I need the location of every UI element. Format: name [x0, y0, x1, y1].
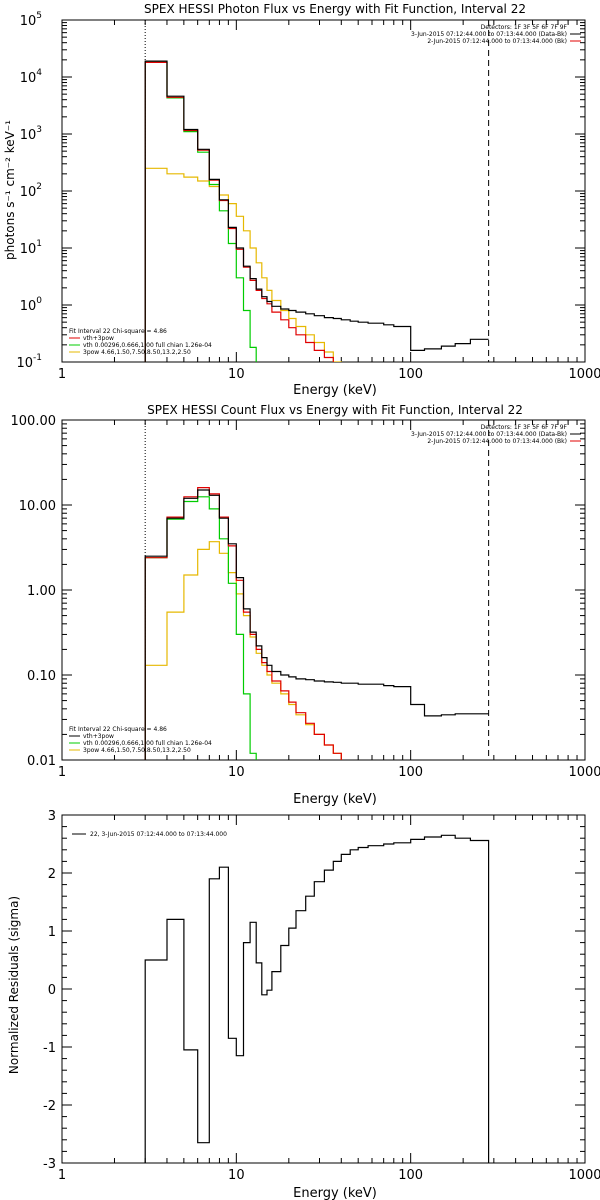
y-tick-label: 3: [48, 809, 56, 824]
y-tick-label: 100.00: [11, 414, 57, 429]
residuals-panel: Normalized Residuals (sigma) Energy (keV…: [7, 809, 600, 1200]
thermal-spectrum-line: [144, 496, 257, 760]
count-flux-xlabel: Energy (keV): [293, 792, 377, 807]
y-tick-exponent: 2: [36, 182, 42, 192]
legend-entry: vth 0.00296,0.666,1.00 full chian 1.26e-…: [83, 342, 212, 349]
legend-entry: 3pow 4.66,1.50,7.50,8.50,13.2,2.50: [83, 349, 191, 356]
legend-entry: vth+3pow: [83, 733, 114, 740]
plot-area: [144, 834, 490, 1163]
y-tick-exponent: 0: [36, 296, 42, 306]
x-tick-label: 10: [228, 765, 245, 780]
legend-entry: 3-Jun-2015 07:12:44.000 to 07:13:44.000 …: [411, 31, 567, 38]
x-tick-label: 1000: [568, 765, 600, 780]
total-spectrum-line: [144, 60, 489, 362]
total-spectrum-line: [144, 834, 490, 1163]
y-tick-label: -2: [43, 1099, 56, 1114]
legend-entry: 2-Jun-2015 07:12:44.000 to 07:13:44.000 …: [427, 38, 567, 45]
y-tick-label: 10.00: [19, 499, 56, 514]
y-tick-label: 0.10: [27, 669, 56, 684]
legend-entry: Fit Interval 22 Chi-square = 4.86: [69, 726, 167, 733]
y-tick-exponent: 3: [36, 125, 42, 135]
x-tick-label: 10: [228, 367, 245, 382]
legend-entry: 3pow 4.66,1.50,7.50,8.50,13.2,2.50: [83, 747, 191, 754]
legend-entry: vth 0.00296,0.666,1.00 full chian 1.26e-…: [83, 740, 212, 747]
x-tick-label: 10: [228, 1168, 245, 1183]
total-spectrum-line: [144, 489, 489, 760]
legend-entry: Detectors: 1F 3F 5F 6F 7F 9F: [481, 424, 568, 431]
legend-entry: vth+3pow: [83, 335, 114, 342]
photon-flux-title: SPEX HESSI Photon Flux vs Energy with Fi…: [144, 2, 526, 16]
x-tick-label: 1000: [568, 367, 600, 382]
residuals-xlabel: Energy (keV): [293, 1186, 377, 1200]
y-tick-label: 0.01: [27, 754, 56, 769]
y-tick-exponent: 5: [36, 11, 42, 21]
residuals-ylabel: Normalized Residuals (sigma): [7, 896, 21, 1074]
plot-area: [144, 487, 489, 760]
photon-flux-xlabel: Energy (keV): [293, 383, 377, 398]
thermal-spectrum-line: [144, 61, 257, 362]
legend-entry: 2-Jun-2015 07:12:44.000 to 07:13:44.000 …: [427, 438, 567, 445]
x-tick-label: 100: [398, 765, 423, 780]
y-tick-exponent: 4: [36, 68, 42, 78]
y-tick-label: -1: [43, 1041, 56, 1056]
x-tick-label: 1000: [568, 1168, 600, 1183]
x-tick-label: 1: [58, 367, 66, 382]
x-tick-label: 1: [58, 1168, 66, 1183]
y-tick-label: 1: [48, 925, 56, 940]
y-tick-label: 0: [48, 983, 56, 998]
y-tick-exponent: 1: [36, 239, 42, 249]
plot-area: [144, 60, 489, 362]
legend-entry: Detectors: 1F 3F 5F 6F 7F 9F: [481, 24, 568, 31]
legend-entry: 3-Jun-2015 07:12:44.000 to 07:13:44.000 …: [411, 431, 567, 438]
photon-flux-panel: SPEX HESSI Photon Flux vs Energy with Fi…: [3, 2, 600, 398]
x-tick-label: 100: [398, 367, 423, 382]
x-tick-label: 100: [398, 1168, 423, 1183]
count-flux-title: SPEX HESSI Count Flux vs Energy with Fit…: [147, 403, 523, 417]
photon-flux-ylabel: photons s⁻¹ cm⁻² keV⁻¹: [3, 120, 17, 260]
count-flux-panel: SPEX HESSI Count Flux vs Energy with Fit…: [11, 403, 600, 807]
y-tick-exponent: -1: [33, 353, 42, 363]
y-tick-label: -3: [43, 1157, 56, 1172]
y-tick-label: 2: [48, 867, 56, 882]
legend-entry: 22, 3-Jun-2015 07:12:44.000 to 07:13:44.…: [90, 831, 227, 838]
x-tick-label: 1: [58, 765, 66, 780]
legend-entry: Fit Interval 22 Chi-square = 4.86: [69, 328, 167, 335]
y-tick-label: 1.00: [27, 584, 56, 599]
